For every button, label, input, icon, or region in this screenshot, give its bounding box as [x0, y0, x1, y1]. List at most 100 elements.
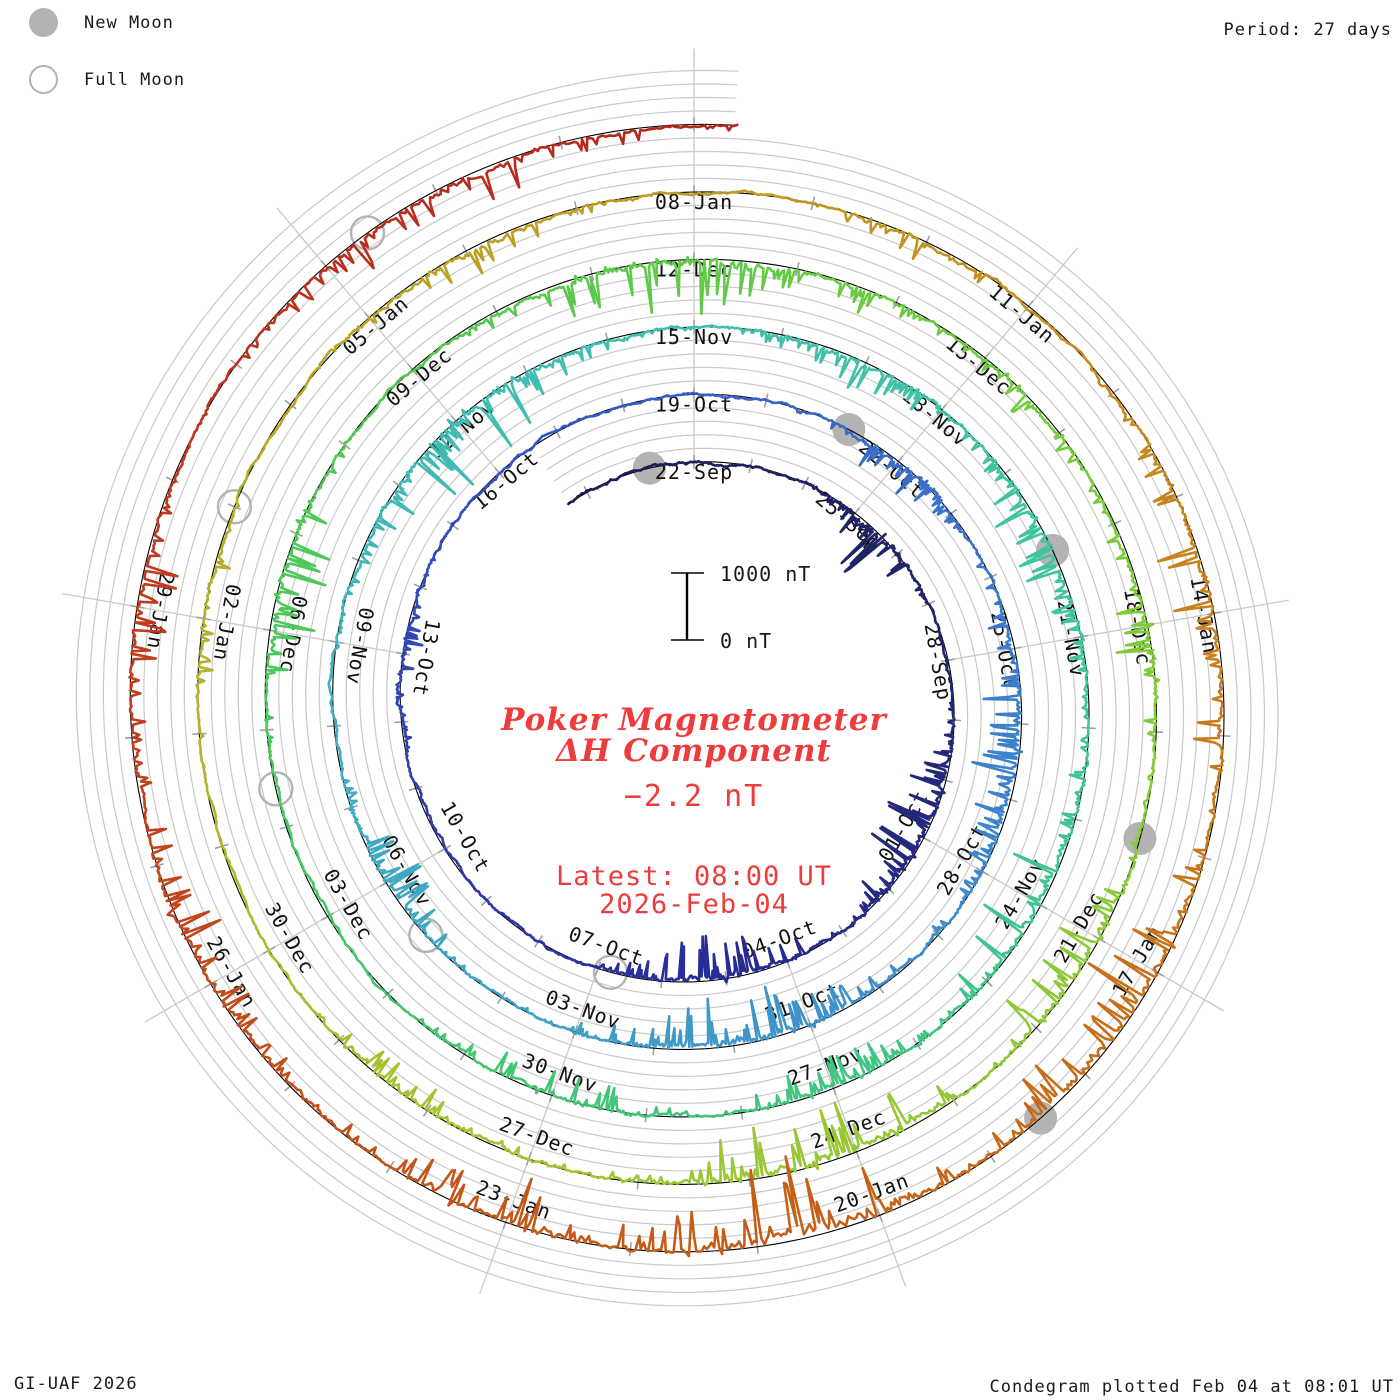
- trace-segment: [499, 1061, 572, 1103]
- trace-segment: [980, 444, 1026, 512]
- trace-segment: [727, 326, 801, 349]
- trace-segment: [459, 472, 501, 516]
- trace-segment: [874, 1085, 955, 1142]
- trace-segment: [797, 337, 866, 389]
- trace-segment: [486, 987, 547, 1022]
- trace-segment: [794, 1047, 866, 1100]
- trace-segment: [273, 532, 331, 617]
- trace-segment: [429, 512, 463, 563]
- footer-credit: GI-UAF 2026: [14, 1374, 138, 1394]
- trace-segment: [468, 371, 532, 448]
- trace-segment: [851, 964, 905, 1005]
- trace-segment: [131, 529, 179, 635]
- date-label-04-Oct: 04-Oct: [738, 914, 820, 963]
- trace-segment: [830, 901, 872, 940]
- trace-segment: [707, 393, 768, 402]
- trace-segment: [870, 804, 929, 871]
- period-label: Period: 27 days: [1223, 20, 1392, 40]
- trace-segment: [481, 1177, 583, 1244]
- trace-segment: [425, 232, 517, 284]
- trace-segment: [335, 575, 361, 644]
- trace-segment: [498, 434, 545, 475]
- trace-segment: [923, 730, 955, 781]
- trace-segment: [981, 358, 1045, 421]
- trace-segment: [513, 134, 616, 189]
- trace-segment: [328, 913, 374, 983]
- trace-segment: [527, 1157, 618, 1180]
- trace-segment: [419, 408, 475, 486]
- trace-segment: [782, 474, 827, 497]
- trace-segment: [913, 479, 961, 529]
- trace-segment: [1041, 417, 1095, 489]
- trace-segment: [790, 1101, 877, 1173]
- trace-segment: [985, 575, 1010, 636]
- trace-segment: [835, 280, 916, 319]
- trace-segment: [649, 391, 710, 401]
- date-label-03-Dec: 03-Dec: [319, 865, 379, 945]
- trace-segment: [1115, 562, 1155, 648]
- trace-segment: [1022, 1015, 1116, 1104]
- trace-segment: [271, 768, 294, 848]
- trace-segment: [647, 460, 696, 469]
- trace-segment: [1103, 816, 1146, 901]
- spiral-gridline: [75, 69, 1279, 1307]
- trace-segment: [1026, 569, 1084, 639]
- date-label-30-Dec: 30-Dec: [260, 898, 320, 978]
- trace-segment: [541, 414, 598, 438]
- trace-segment: [634, 941, 689, 983]
- trace-segment: [412, 560, 433, 616]
- trace-segment: [443, 304, 518, 346]
- trace-segment: [295, 460, 337, 536]
- trace-segment: [820, 415, 873, 467]
- trace-segment: [951, 1038, 1022, 1101]
- trace-segment: [788, 197, 882, 234]
- trace-segment: [184, 937, 251, 1028]
- trace-segment: [350, 275, 432, 335]
- trace-segment: [241, 404, 294, 487]
- trace-segment: [930, 973, 988, 1035]
- trace-segment: [446, 1119, 531, 1161]
- trace-segment: [195, 663, 214, 759]
- trace-segment: [220, 845, 260, 932]
- trace-segment: [1193, 759, 1225, 860]
- plot-title-line1: Poker Magnetometer: [501, 702, 887, 738]
- trace-segment: [239, 1017, 312, 1104]
- trace-segment: [672, 255, 757, 316]
- trace-segment: [1173, 565, 1221, 664]
- latest-value: −2.2 nT: [623, 779, 765, 814]
- trace-segment: [579, 1215, 683, 1254]
- trace-segment: [330, 707, 345, 777]
- trace-segment: [703, 1126, 794, 1187]
- trace-segment: [435, 946, 490, 990]
- trace-segment: [460, 868, 498, 912]
- trace-segment: [912, 311, 984, 363]
- trace-segment: [965, 266, 1048, 325]
- trace-segment: [148, 839, 222, 940]
- trace-segment: [1142, 730, 1157, 819]
- scale-bar: 1000 nT 0 nT: [671, 562, 810, 653]
- date-label-11-Jan: 11-Jan: [984, 280, 1059, 349]
- trace-segment: [861, 860, 907, 907]
- trace-segment: [856, 364, 929, 411]
- trace-segment: [615, 1169, 707, 1187]
- trace-segment: [595, 257, 675, 314]
- trace-segment: [692, 459, 741, 469]
- trace-segment: [938, 636, 954, 686]
- trace-segment: [264, 612, 316, 692]
- radial-gridline: [786, 961, 907, 1287]
- trace-segment: [594, 397, 653, 417]
- spiral-gridline: [116, 110, 1238, 1266]
- legend-full-moon: Full Moon: [29, 65, 185, 94]
- date-label-10-Oct: 10-Oct: [435, 797, 495, 877]
- trace-segment: [352, 512, 397, 579]
- trace-segment: [1115, 644, 1161, 734]
- trace-segment: [861, 1166, 971, 1214]
- trace-segment: [956, 525, 993, 578]
- trace-segment: [995, 502, 1057, 576]
- trace-segment: [401, 720, 413, 777]
- trace-segment: [971, 750, 1018, 814]
- trace-segment: [411, 160, 521, 218]
- trace-segment: [1068, 708, 1090, 785]
- trace-segment: [431, 823, 463, 872]
- radial-gridline: [854, 247, 1078, 514]
